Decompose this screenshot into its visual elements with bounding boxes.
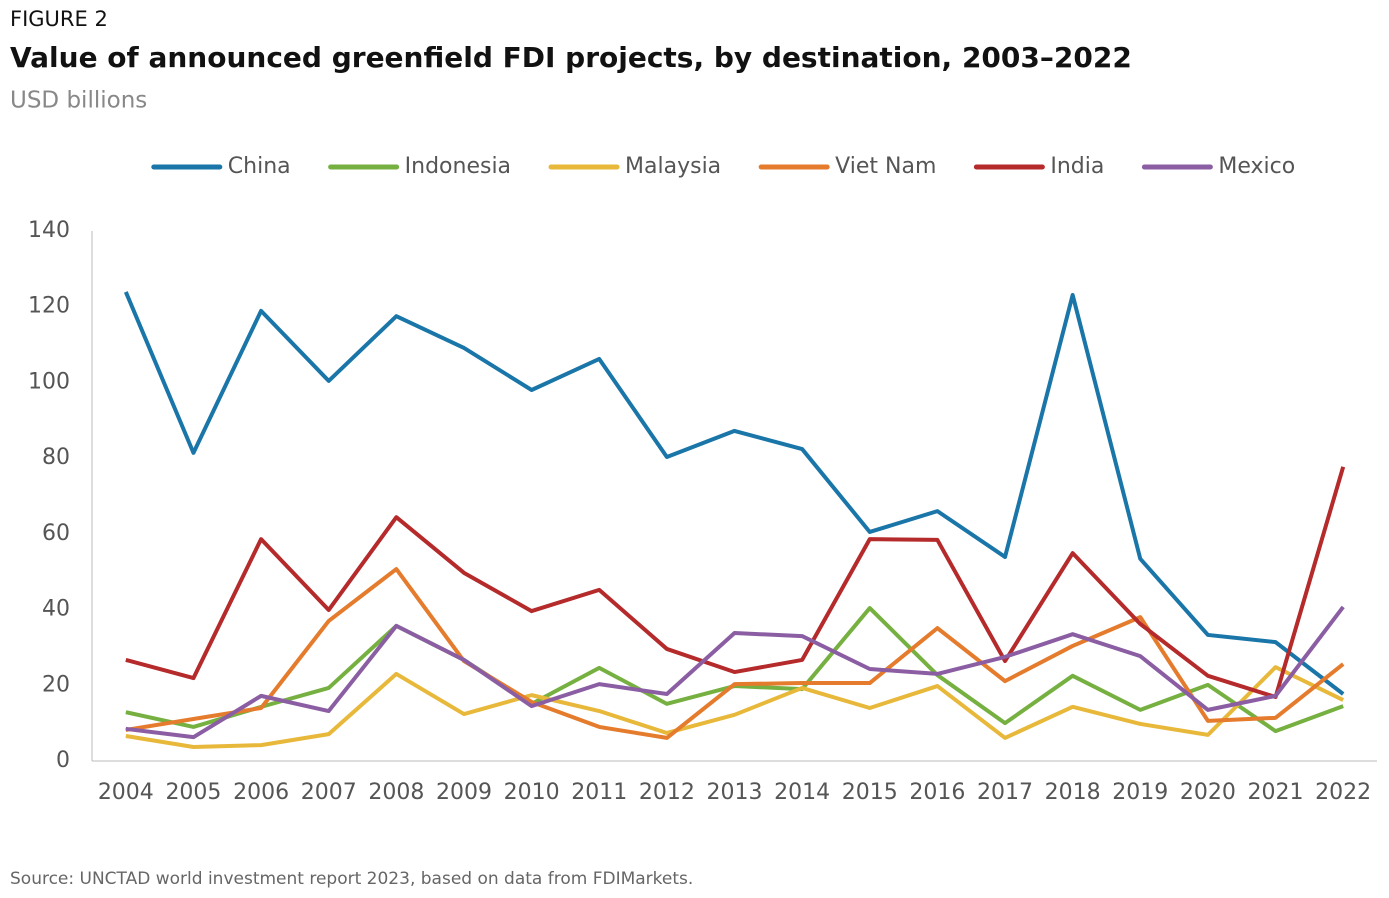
x-tick-label: 2008 (368, 780, 424, 805)
source-note: Source: UNCTAD world investment report 2… (10, 869, 693, 889)
y-tick-label: 40 (42, 597, 70, 622)
chart-title: Value of announced greenfield FDI projec… (10, 41, 1132, 74)
series-line (125, 466, 1346, 700)
y-tick-label: 80 (42, 445, 70, 470)
series-line (125, 605, 1345, 740)
x-tick-label: 2015 (842, 780, 898, 805)
x-tick-label: 2006 (233, 780, 289, 805)
x-tick-label: 2007 (301, 780, 357, 805)
x-tick-label: 2009 (436, 780, 492, 805)
legend-label: Indonesia (405, 154, 511, 179)
x-tick-label: 2018 (1045, 780, 1101, 805)
x-tick-label: 2012 (639, 780, 695, 805)
series-line (125, 567, 1345, 740)
x-tick-label: 2020 (1180, 780, 1236, 805)
x-tick-label: 2011 (571, 780, 627, 805)
x-tick-label: 2004 (98, 780, 154, 805)
legend-label: Mexico (1218, 154, 1295, 179)
y-tick-label: 100 (28, 369, 70, 394)
y-tick-label: 140 (28, 218, 70, 243)
series-line (123, 291, 1345, 696)
y-tick-label: 60 (42, 521, 70, 546)
y-tick-label: 0 (56, 748, 70, 773)
legend-label: Malaysia (625, 154, 721, 179)
y-tick-label: 120 (28, 294, 70, 319)
x-tick-label: 2019 (1112, 780, 1168, 805)
chart-subtitle: USD billions (10, 88, 147, 114)
series-line (125, 665, 1345, 749)
x-tick-label: 2017 (977, 780, 1033, 805)
y-tick-label: 20 (42, 672, 70, 697)
x-tick-label: 2022 (1315, 780, 1371, 805)
x-tick-label: 2005 (165, 780, 221, 805)
legend-label: India (1050, 154, 1104, 179)
x-tick-label: 2014 (774, 780, 830, 805)
series-line (125, 606, 1344, 734)
figure-label: FIGURE 2 (10, 7, 108, 31)
legend-label: Viet Nam (835, 154, 936, 179)
legend-label: China (228, 154, 291, 179)
x-tick-label: 2010 (504, 780, 560, 805)
x-tick-label: 2013 (707, 780, 763, 805)
x-tick-label: 2016 (909, 780, 965, 805)
x-tick-label: 2021 (1248, 780, 1304, 805)
